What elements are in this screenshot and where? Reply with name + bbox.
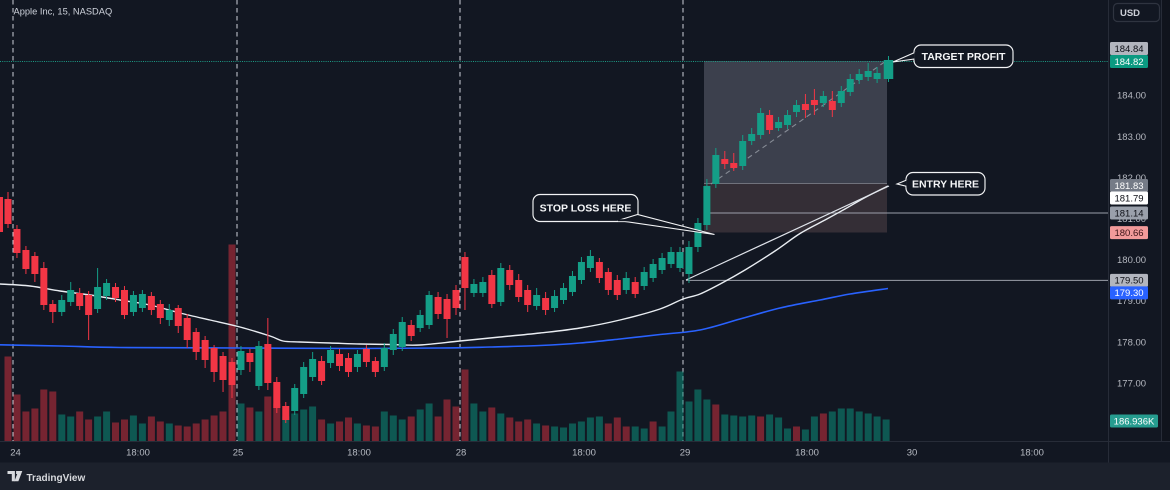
svg-text:179.00: 179.00 [1117,296,1146,307]
svg-text:183.00: 183.00 [1117,132,1146,143]
svg-text:29: 29 [680,448,691,459]
svg-text:18:00: 18:00 [572,448,596,459]
svg-text:179.50: 179.50 [1114,276,1143,287]
svg-text:18:00: 18:00 [795,448,819,459]
svg-text:186.936K: 186.936K [1114,416,1155,427]
svg-text:181.79: 181.79 [1114,193,1143,204]
svg-text:178.00: 178.00 [1117,337,1146,348]
svg-text:18:00: 18:00 [1020,448,1044,459]
svg-text:STOP LOSS HERE: STOP LOSS HERE [540,203,632,215]
svg-text:179.30: 179.30 [1114,288,1143,299]
svg-text:ENTRY HERE: ENTRY HERE [912,178,979,190]
svg-text:TARGET PROFIT: TARGET PROFIT [922,51,1006,63]
svg-text:184.84: 184.84 [1114,44,1143,55]
svg-text:Apple Inc, 15, NASDAQ: Apple Inc, 15, NASDAQ [14,6,113,16]
svg-text:184.00: 184.00 [1117,91,1146,102]
svg-text:28: 28 [456,448,467,459]
svg-text:24: 24 [10,448,21,459]
svg-text:181.14: 181.14 [1114,208,1143,219]
svg-text:184.82: 184.82 [1114,57,1143,68]
svg-text:18:00: 18:00 [347,448,371,459]
svg-text:30: 30 [907,448,918,459]
svg-text:180.66: 180.66 [1114,228,1143,239]
svg-text:182.00: 182.00 [1117,173,1146,184]
svg-text:181.83: 181.83 [1114,181,1143,192]
svg-text:USD: USD [1120,8,1140,19]
svg-text:177.00: 177.00 [1117,378,1146,389]
svg-text:25: 25 [233,448,244,459]
svg-text:TradingView: TradingView [27,473,86,484]
svg-text:180.00: 180.00 [1117,255,1146,266]
svg-text:18:00: 18:00 [126,448,150,459]
